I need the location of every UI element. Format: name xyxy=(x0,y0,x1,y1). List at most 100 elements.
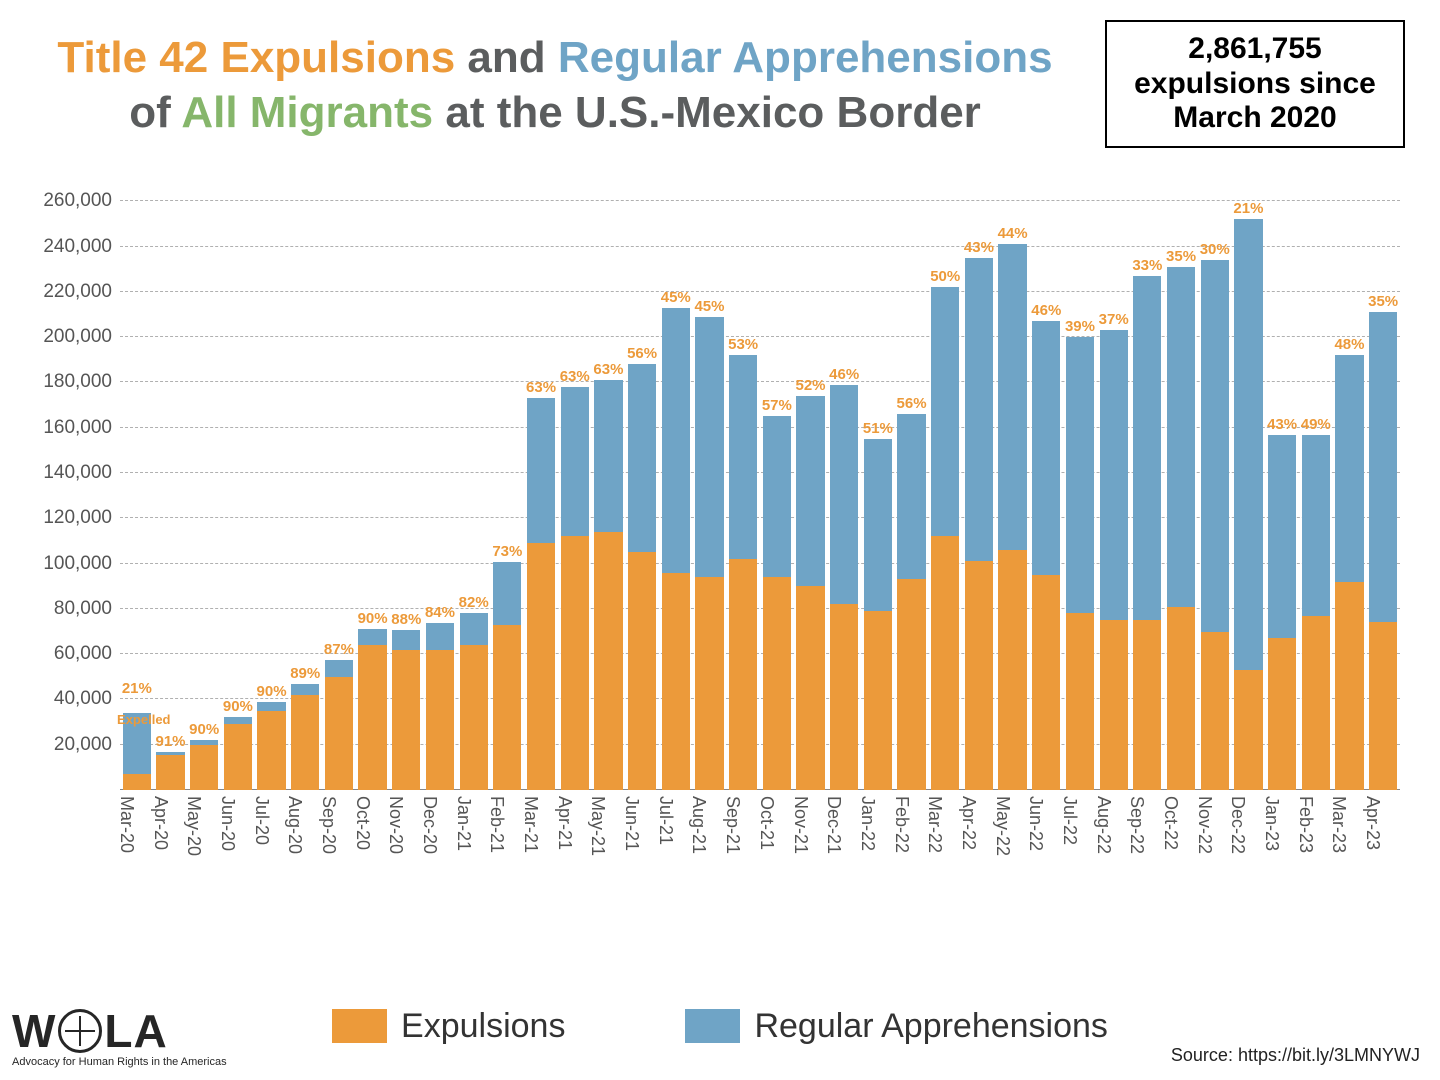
expulsions-segment xyxy=(1100,620,1128,790)
stacked-bar: 82% xyxy=(460,613,488,790)
regular-segment xyxy=(695,317,723,577)
percent-label: 49% xyxy=(1296,416,1336,433)
bar-slot: 43%Jan-23 xyxy=(1265,190,1299,790)
x-axis-label: Jul-22 xyxy=(1059,790,1080,845)
logo-tagline: Advocacy for Human Rights in the America… xyxy=(12,1056,227,1068)
stacked-bar: 87% xyxy=(325,660,353,790)
regular-segment xyxy=(358,629,386,645)
expulsions-segment xyxy=(830,604,858,790)
bar-slot: 56%Jun-21 xyxy=(625,190,659,790)
x-axis-label: Jan-21 xyxy=(453,790,474,851)
expulsions-segment xyxy=(1167,607,1195,790)
x-axis-label: Dec-22 xyxy=(1227,790,1248,854)
x-axis-label: Oct-21 xyxy=(756,790,777,850)
bar-slot: 53%Sep-21 xyxy=(726,190,760,790)
regular-segment xyxy=(460,613,488,645)
stacked-bar: 56% xyxy=(628,364,656,790)
stacked-bar: 46% xyxy=(830,385,858,790)
stacked-bar: 21% xyxy=(1234,219,1262,790)
regular-segment xyxy=(392,630,420,649)
regular-segment xyxy=(662,308,690,573)
bar-slot: 44%May-22 xyxy=(996,190,1030,790)
chart-container: 20,00040,00060,00080,000100,000120,00014… xyxy=(25,170,1415,890)
bar-slot: 89%Aug-20 xyxy=(288,190,322,790)
stacked-bar: 45% xyxy=(695,317,723,790)
chart-title: Title 42 Expulsions and Regular Apprehen… xyxy=(25,30,1085,140)
bar-slot: 52%Nov-21 xyxy=(794,190,828,790)
title-line-1: Title 42 Expulsions and Regular Apprehen… xyxy=(25,30,1085,85)
stacked-bar: 90% xyxy=(358,629,386,790)
bar-slot: 39%Jul-22 xyxy=(1063,190,1097,790)
regular-segment xyxy=(1302,435,1330,616)
callout-line-3: March 2020 xyxy=(1115,101,1395,136)
stacked-bar: 90% xyxy=(224,717,252,790)
regular-segment xyxy=(527,398,555,543)
expulsions-segment xyxy=(729,559,757,790)
x-axis-label: Apr-22 xyxy=(958,790,979,850)
regular-segment xyxy=(796,396,824,586)
stacked-bar: 63% xyxy=(527,398,555,790)
legend-label: Expulsions xyxy=(401,1007,565,1046)
stacked-bar: 73% xyxy=(493,562,521,790)
regular-segment xyxy=(1268,435,1296,639)
stacked-bar: 50% xyxy=(931,287,959,790)
percent-label: 21% xyxy=(117,680,157,697)
y-axis-label: 120,000 xyxy=(43,507,112,529)
bar-slot: 57%Oct-21 xyxy=(760,190,794,790)
regular-segment xyxy=(1234,219,1262,670)
regular-segment xyxy=(1201,260,1229,631)
callout-line-2: expulsions since xyxy=(1115,67,1395,102)
x-axis-label: Oct-22 xyxy=(1160,790,1181,850)
regular-segment xyxy=(897,414,925,579)
x-axis-label: May-20 xyxy=(183,790,204,856)
bar-slot: 30%Nov-22 xyxy=(1198,190,1232,790)
x-axis-label: Mar-23 xyxy=(1328,790,1349,853)
regular-segment xyxy=(426,623,454,650)
regular-segment xyxy=(325,660,353,677)
x-axis-label: Nov-20 xyxy=(385,790,406,854)
expulsions-segment xyxy=(190,745,218,790)
bar-slot: 46%Jun-22 xyxy=(1029,190,1063,790)
y-axis-label: 40,000 xyxy=(54,688,112,710)
expulsions-segment xyxy=(1066,613,1094,790)
regular-segment xyxy=(561,387,589,536)
stacked-bar: 89% xyxy=(291,684,319,790)
x-axis-label: Jun-21 xyxy=(621,790,642,851)
regular-segment xyxy=(224,717,252,724)
bar-slot: 37%Aug-22 xyxy=(1097,190,1131,790)
source-text: Source: https://bit.ly/3LMNYWJ xyxy=(1171,1045,1420,1066)
percent-label: 48% xyxy=(1330,336,1370,353)
bar-slot: 33%Sep-22 xyxy=(1131,190,1165,790)
percent-label: 57% xyxy=(757,397,797,414)
bar-slot: 63%Mar-21 xyxy=(524,190,558,790)
expulsions-segment xyxy=(1268,638,1296,790)
expulsions-segment xyxy=(864,611,892,790)
regular-segment xyxy=(1032,321,1060,575)
bar-slot: 43%Apr-22 xyxy=(962,190,996,790)
percent-label: 90% xyxy=(184,721,224,738)
x-axis-label: Jun-22 xyxy=(1025,790,1046,851)
bar-slot: 63%May-21 xyxy=(592,190,626,790)
stacked-bar: 35% xyxy=(1369,312,1397,790)
expulsions-segment xyxy=(1032,575,1060,790)
percent-label: 35% xyxy=(1363,293,1403,310)
x-axis-label: Nov-22 xyxy=(1194,790,1215,854)
expulsions-segment xyxy=(460,645,488,790)
plot-area: 20,00040,00060,00080,000100,000120,00014… xyxy=(120,190,1400,790)
x-axis-label: Jan-23 xyxy=(1261,790,1282,851)
bar-slot: 63%Apr-21 xyxy=(558,190,592,790)
bar-slot: 90%Jun-20 xyxy=(221,190,255,790)
x-axis-label: Jun-20 xyxy=(217,790,238,851)
regular-segment xyxy=(493,562,521,624)
x-axis-label: Mar-22 xyxy=(924,790,945,853)
percent-label: 82% xyxy=(454,594,494,611)
y-axis-label: 200,000 xyxy=(43,326,112,348)
percent-label: 46% xyxy=(824,366,864,383)
y-axis-label: 220,000 xyxy=(43,281,112,303)
wola-logo: W LA Advocacy for Human Rights in the Am… xyxy=(12,1008,227,1068)
stacked-bar: 37% xyxy=(1100,330,1128,790)
stacked-bar: 53% xyxy=(729,355,757,790)
percent-label: 90% xyxy=(218,698,258,715)
regular-segment xyxy=(156,752,184,755)
y-axis-label: 60,000 xyxy=(54,643,112,665)
